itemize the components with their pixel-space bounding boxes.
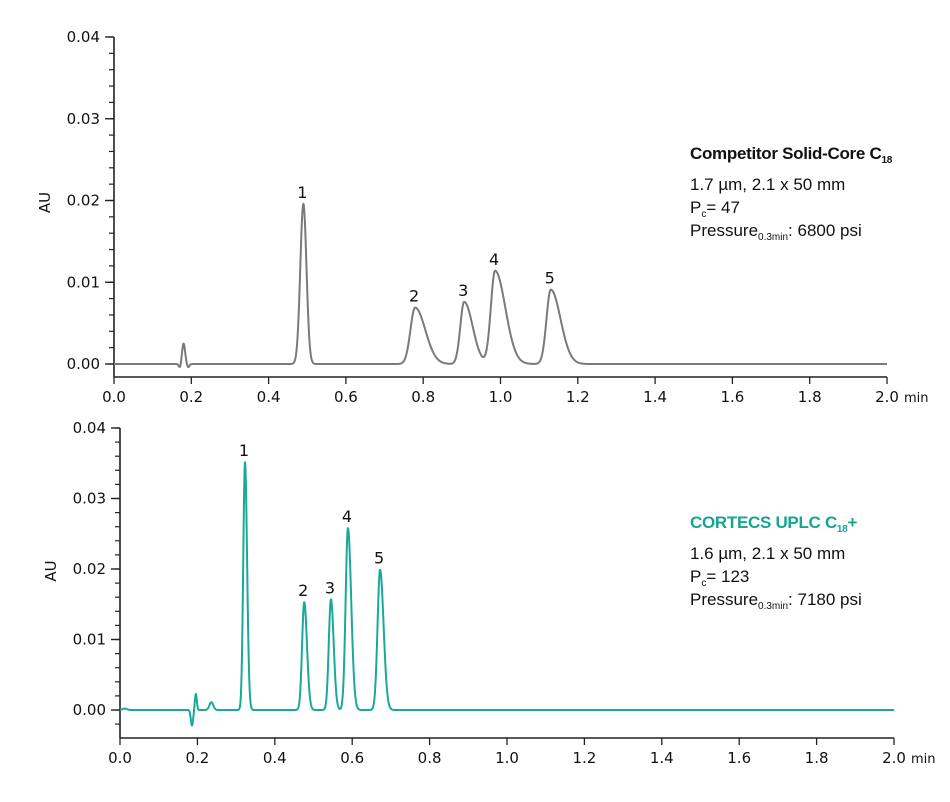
peak-label: 3 xyxy=(458,281,468,300)
x-tick-label: 0.2 xyxy=(185,749,209,767)
peak-label: 1 xyxy=(239,441,249,460)
x-tick-label: 2.0 xyxy=(875,388,899,406)
title-suffix: + xyxy=(847,513,858,532)
peak-label: 5 xyxy=(374,549,384,568)
y-tick-label: 0.02 xyxy=(73,560,106,578)
y-tick-label: 0.03 xyxy=(73,490,106,508)
particle-size-text: 1.7 µm, 2.1 x 50 mm xyxy=(690,175,846,194)
peak-label: 4 xyxy=(489,250,499,269)
y-tick-label: 0.01 xyxy=(67,273,100,291)
title-subscript: 18 xyxy=(881,155,892,166)
y-tick-label: 0.01 xyxy=(73,631,106,649)
x-tick-label: 0.0 xyxy=(102,388,126,406)
x-tick-label: 1.6 xyxy=(720,388,744,406)
peak-capacity-text: Pc= 123 xyxy=(690,567,750,589)
y-tick-label: 0.03 xyxy=(67,110,100,128)
y-tick-label: 0.02 xyxy=(67,192,100,210)
peak-capacity-text: Pc= 47 xyxy=(690,198,740,220)
x-tick-label: 1.0 xyxy=(489,388,513,406)
peak-label: 2 xyxy=(409,287,419,306)
bottom-chart-annotation: CORTECS UPLC C18+ 1.6 µm, 2.1 x 50 mm Pc… xyxy=(690,514,862,614)
chromatogram-trace xyxy=(119,461,895,727)
top-chart-annotation: Competitor Solid-Core C18 1.7 µm, 2.1 x … xyxy=(690,145,892,245)
x-tick-label: 0.4 xyxy=(263,749,287,767)
x-axis-unit: min xyxy=(911,752,936,767)
x-tick-label: 1.2 xyxy=(572,749,596,767)
peak-label: 3 xyxy=(325,578,335,597)
peak-label: 1 xyxy=(297,183,307,202)
pressure-text: Pressure0.3min: 7180 psi xyxy=(690,590,862,612)
peak-label: 4 xyxy=(342,507,352,526)
title-subscript: 18 xyxy=(836,524,848,535)
pressure-text: Pressure0.3min: 6800 psi xyxy=(690,221,862,243)
y-axis-title: AU xyxy=(42,560,60,581)
y-tick-label: 0.04 xyxy=(67,28,100,46)
x-tick-label: 0.2 xyxy=(179,388,203,406)
particle-size-text: 1.6 µm, 2.1 x 50 mm xyxy=(690,544,846,563)
x-tick-label: 0.8 xyxy=(418,749,442,767)
x-tick-label: 1.4 xyxy=(643,388,667,406)
x-tick-label: 1.2 xyxy=(566,388,590,406)
x-tick-label: 1.8 xyxy=(805,749,829,767)
y-axis-title: AU xyxy=(36,192,54,213)
x-tick-label: 1.4 xyxy=(650,749,674,767)
y-tick-label: 0.00 xyxy=(67,355,100,373)
x-tick-label: 0.4 xyxy=(257,388,281,406)
x-axis-unit: min xyxy=(904,391,929,406)
x-tick-label: 0.6 xyxy=(334,388,358,406)
x-tick-label: 1.0 xyxy=(495,749,519,767)
x-tick-label: 1.6 xyxy=(727,749,751,767)
peak-label: 5 xyxy=(545,269,555,288)
column-title: Competitor Solid-Core C18 xyxy=(690,144,892,166)
title-text: CORTECS UPLC C xyxy=(690,513,837,532)
column-title: CORTECS UPLC C18+ xyxy=(690,513,862,535)
x-tick-label: 0.8 xyxy=(411,388,435,406)
chromatogram-trace xyxy=(113,202,888,369)
y-tick-label: 0.04 xyxy=(73,419,106,437)
bottom-chart: 0.00 0.01 0.02 0.03 0.04 0.0 0.2 0.4 0.6 0.8 1.0 1.… xyxy=(42,419,936,767)
top-chart: 0.00 0.01 0.02 0.03 0.04 0.0 0.2 0.4 0.6 0.8 1.0 1.… xyxy=(36,28,929,406)
title-text: Competitor Solid-Core C xyxy=(690,144,882,163)
peak-label: 2 xyxy=(298,581,308,600)
y-tick-label: 0.00 xyxy=(73,701,106,719)
x-tick-label: 2.0 xyxy=(882,749,906,767)
x-tick-label: 0.0 xyxy=(108,749,132,767)
x-tick-label: 0.6 xyxy=(340,749,364,767)
x-tick-label: 1.8 xyxy=(798,388,822,406)
